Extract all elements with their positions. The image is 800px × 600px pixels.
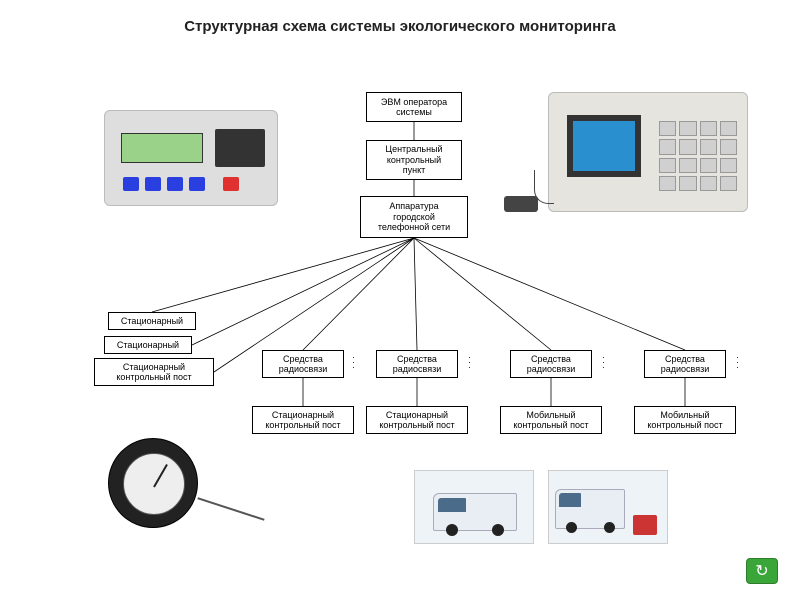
node-post4: Мобильныйконтрольный пост <box>634 406 736 434</box>
analyzer-btn-4 <box>189 177 205 191</box>
node-radio2: Средстварадиосвязи <box>376 350 458 378</box>
gauge-probe <box>197 497 264 521</box>
return-icon: ↻ <box>755 561 768 581</box>
page-title: Структурная схема системы экологического… <box>0 18 800 35</box>
node-post3: Мобильныйконтрольный пост <box>500 406 602 434</box>
node-radio1: Средстварадиосвязи <box>262 350 344 378</box>
instrument-cable <box>534 170 554 204</box>
node-radio4: Средстварадиосвязи <box>644 350 726 378</box>
node-stat1: Стационарный <box>108 312 196 330</box>
ellipsis-1: ··· <box>468 355 471 370</box>
ellipsis-3: ··· <box>736 355 739 370</box>
node-post2: Стационарныйконтрольный пост <box>366 406 468 434</box>
nav-return-button[interactable]: ↻ <box>746 558 778 584</box>
node-central: Центральныйконтрольныйпункт <box>366 140 462 180</box>
analyzer-btn-5 <box>223 177 239 191</box>
device-right-instrument <box>548 92 748 212</box>
ellipsis-2: ··· <box>602 355 605 370</box>
instrument-accessory <box>504 196 538 212</box>
ellipsis-0: ··· <box>352 355 355 370</box>
analyzer-lcd <box>121 133 203 163</box>
analyzer-btn-2 <box>145 177 161 191</box>
device-left-analyzer <box>104 110 278 206</box>
node-post1: Стационарныйконтрольный пост <box>252 406 354 434</box>
generator-icon <box>633 515 657 535</box>
node-stat2: Стационарный <box>104 336 192 354</box>
node-radio3: Средстварадиосвязи <box>510 350 592 378</box>
instrument-keypad <box>659 121 737 191</box>
analyzer-panel <box>215 129 265 167</box>
device-gauge <box>108 438 198 528</box>
node-statpost: Стационарныйконтрольный пост <box>94 358 214 386</box>
analyzer-btn-1 <box>123 177 139 191</box>
photo-van-2 <box>548 470 668 544</box>
instrument-screen <box>567 115 641 177</box>
node-apparat: Аппаратурагородскойтелефонной сети <box>360 196 468 238</box>
node-evm: ЭВМ операторасистемы <box>366 92 462 122</box>
analyzer-btn-3 <box>167 177 183 191</box>
photo-van-1 <box>414 470 534 544</box>
